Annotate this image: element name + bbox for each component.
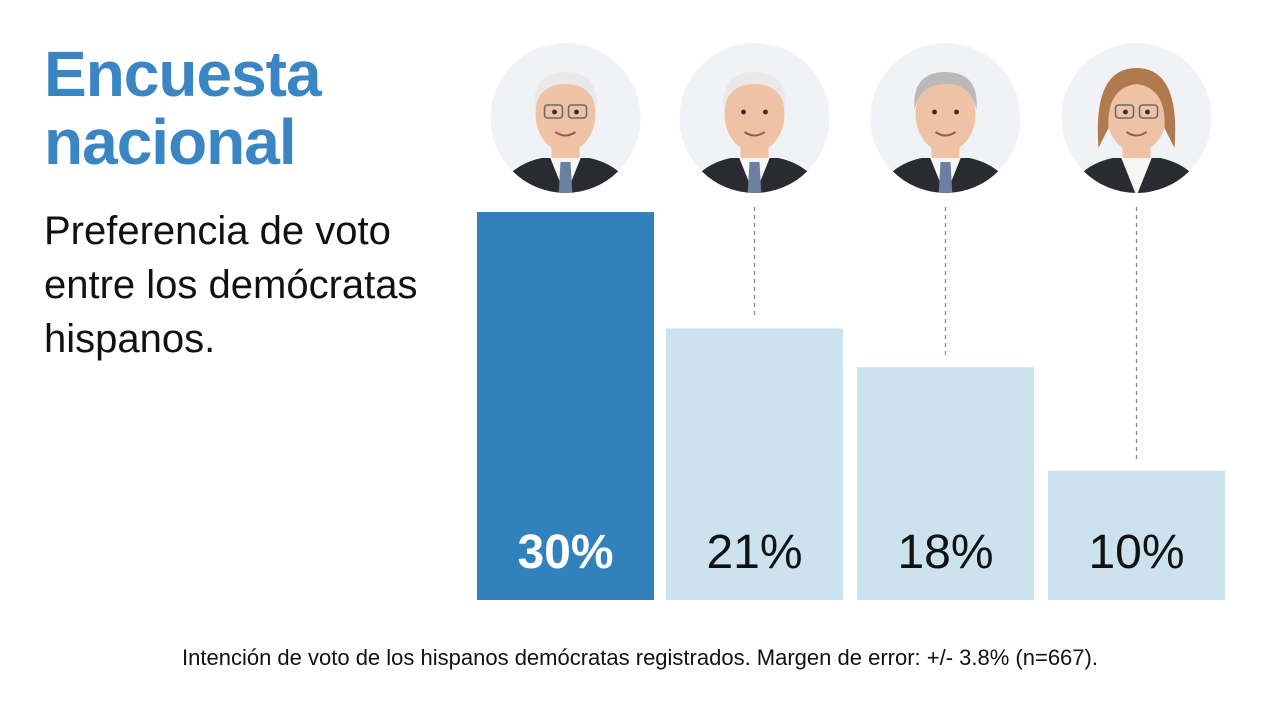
bar-value-label: 18% — [897, 526, 993, 579]
bar — [1048, 470, 1225, 600]
bar — [857, 367, 1034, 600]
bar-value-label: 30% — [517, 526, 613, 579]
chart-subtitle: Preferencia de voto entre los demócratas… — [44, 209, 418, 361]
bar-value-label: 10% — [1088, 526, 1184, 579]
person-photo-icon — [490, 43, 641, 193]
footnote: Intención de voto de los hispanos demócr… — [182, 645, 1098, 670]
page-title: Encuesta nacional — [44, 38, 322, 178]
bar — [477, 212, 654, 600]
person-photo-icon — [1061, 43, 1212, 193]
bar — [666, 328, 843, 600]
bar-value-label: 21% — [706, 526, 802, 579]
person-photo-icon — [870, 43, 1021, 193]
person-photo-icon — [679, 43, 830, 193]
